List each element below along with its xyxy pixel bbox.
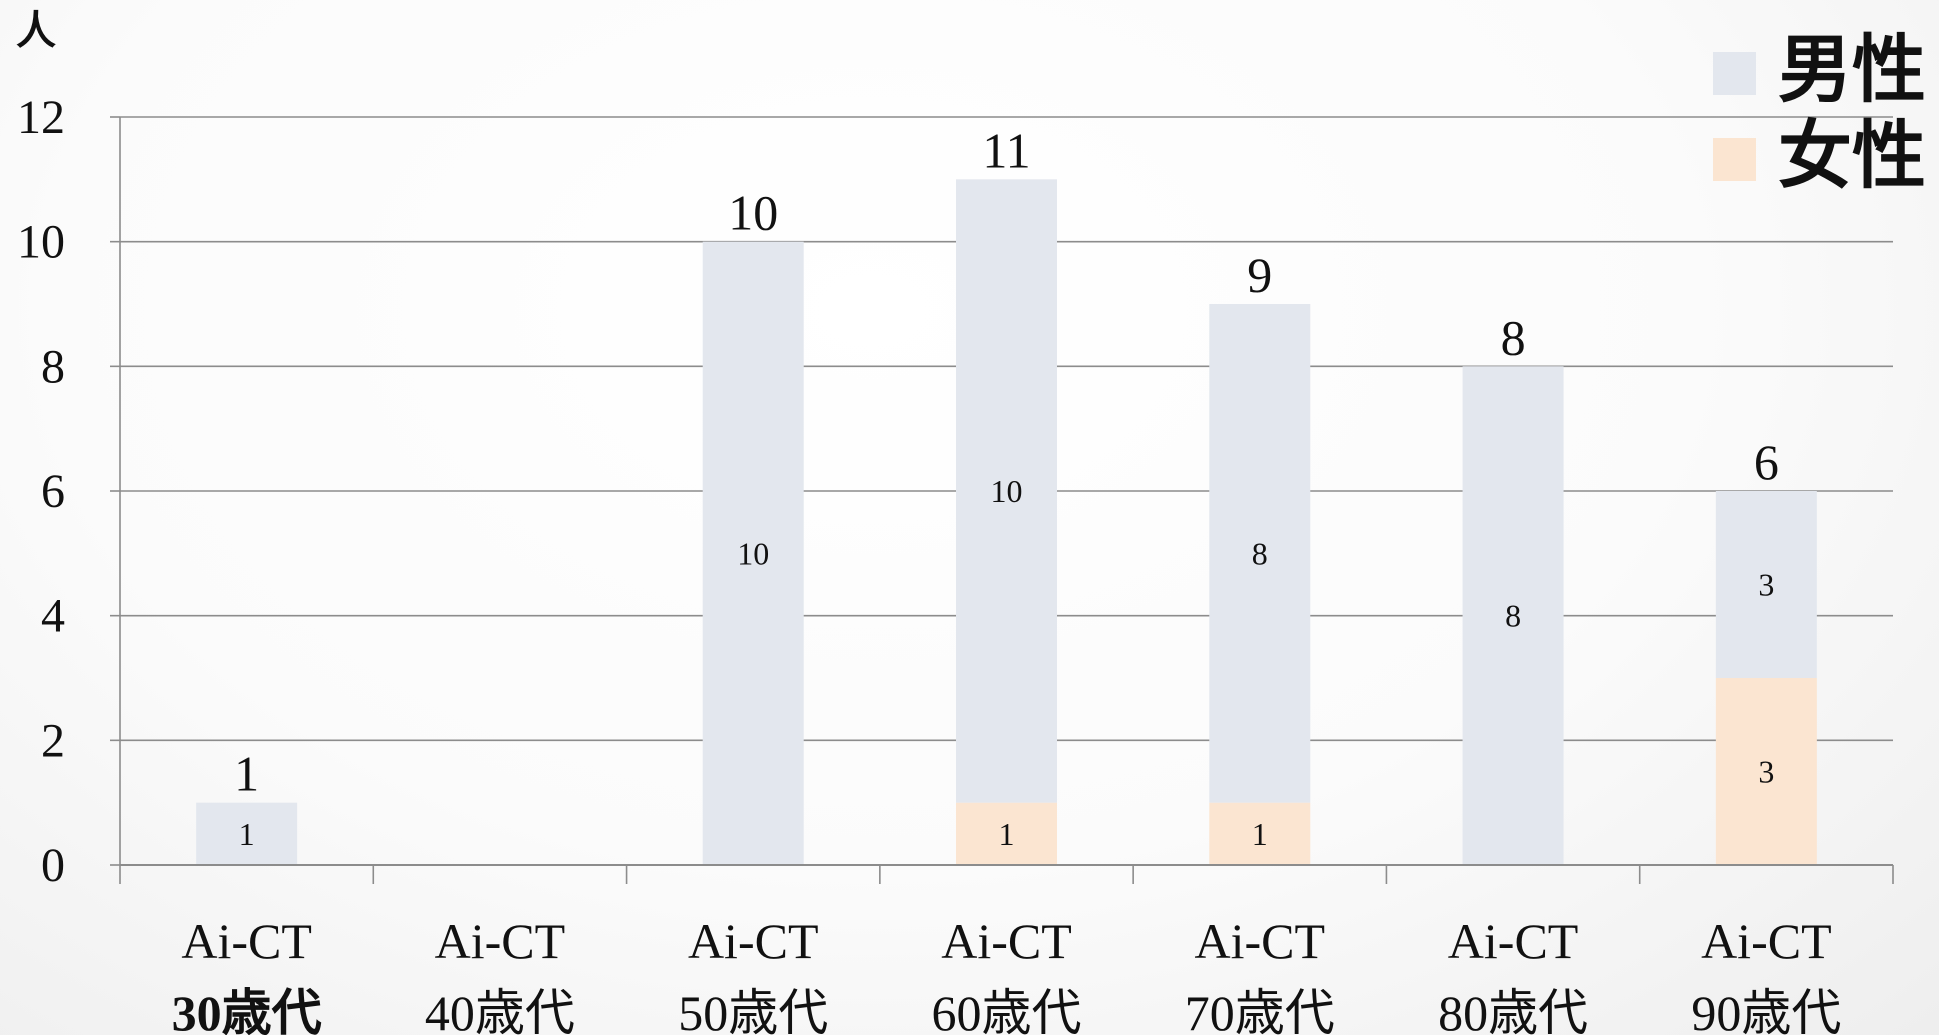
x-category-label-line2: 90歳代 bbox=[1691, 985, 1841, 1035]
x-category-label-line2: 70歳代 bbox=[1185, 985, 1335, 1035]
bar-segment-male bbox=[702, 241, 804, 865]
data-label-male: 8 bbox=[1252, 535, 1268, 571]
x-category-label-line2: 50歳代 bbox=[678, 985, 828, 1035]
data-label-male: 10 bbox=[991, 473, 1023, 509]
bar-segment-female bbox=[1715, 678, 1817, 865]
total-label: 9 bbox=[1247, 247, 1272, 303]
bar-segment-female bbox=[956, 802, 1057, 865]
total-label: 8 bbox=[1501, 309, 1526, 365]
bar-segment-male bbox=[1715, 491, 1817, 678]
y-tick-label: 2 bbox=[41, 714, 65, 767]
x-category-label-line1: Ai-CT bbox=[941, 913, 1072, 969]
x-category-label-line2: 30歳代 bbox=[172, 985, 322, 1035]
x-category-label-line2: 60歳代 bbox=[932, 985, 1082, 1035]
bars bbox=[196, 179, 1817, 865]
y-axis-unit-label: 人 bbox=[16, 8, 56, 53]
legend-female-label: 女性 bbox=[1778, 116, 1926, 198]
legend-male-swatch bbox=[1713, 52, 1756, 95]
x-category-label-line1: Ai-CT bbox=[1195, 913, 1326, 969]
bar-segment-male bbox=[956, 179, 1057, 803]
labels: 02468101211Ai-CT30歳代Ai-CT40歳代1010Ai-CT50… bbox=[17, 91, 1841, 1035]
bar-segment-female bbox=[1209, 802, 1311, 865]
x-category-label-line1: Ai-CT bbox=[688, 913, 819, 969]
data-label-female: 1 bbox=[1252, 816, 1268, 852]
data-label-male: 1 bbox=[239, 816, 255, 852]
y-tick-label: 12 bbox=[17, 91, 65, 144]
y-tick-label: 10 bbox=[17, 216, 65, 269]
x-category-label-line2: 40歳代 bbox=[425, 985, 575, 1035]
total-label: 6 bbox=[1754, 434, 1779, 490]
data-label-female: 3 bbox=[1758, 754, 1774, 790]
x-category-label-line1: Ai-CT bbox=[181, 913, 312, 969]
total-label: 11 bbox=[982, 122, 1030, 178]
data-label-male: 3 bbox=[1758, 567, 1774, 603]
axes bbox=[110, 116, 1894, 884]
x-category-label-line1: Ai-CT bbox=[1701, 913, 1832, 969]
bar-segment-male bbox=[196, 802, 298, 865]
data-label-male: 8 bbox=[1505, 598, 1521, 634]
x-category-label-line2: 80歳代 bbox=[1438, 985, 1588, 1035]
x-category-label-line1: Ai-CT bbox=[435, 913, 566, 969]
y-tick-label: 0 bbox=[41, 839, 65, 892]
data-label-female: 1 bbox=[999, 816, 1015, 852]
total-label: 1 bbox=[234, 746, 259, 802]
total-label: 10 bbox=[728, 185, 778, 241]
bar-segment-male bbox=[1209, 304, 1311, 803]
x-category-label-line1: Ai-CT bbox=[1448, 913, 1579, 969]
y-tick-label: 6 bbox=[41, 465, 65, 518]
legend-male-label: 男性 bbox=[1778, 30, 1926, 112]
data-label-male: 10 bbox=[737, 535, 769, 571]
bar-segment-male bbox=[1462, 366, 1564, 865]
legend-female-swatch bbox=[1713, 138, 1756, 181]
y-tick-label: 4 bbox=[41, 590, 65, 643]
y-tick-label: 8 bbox=[41, 340, 65, 393]
